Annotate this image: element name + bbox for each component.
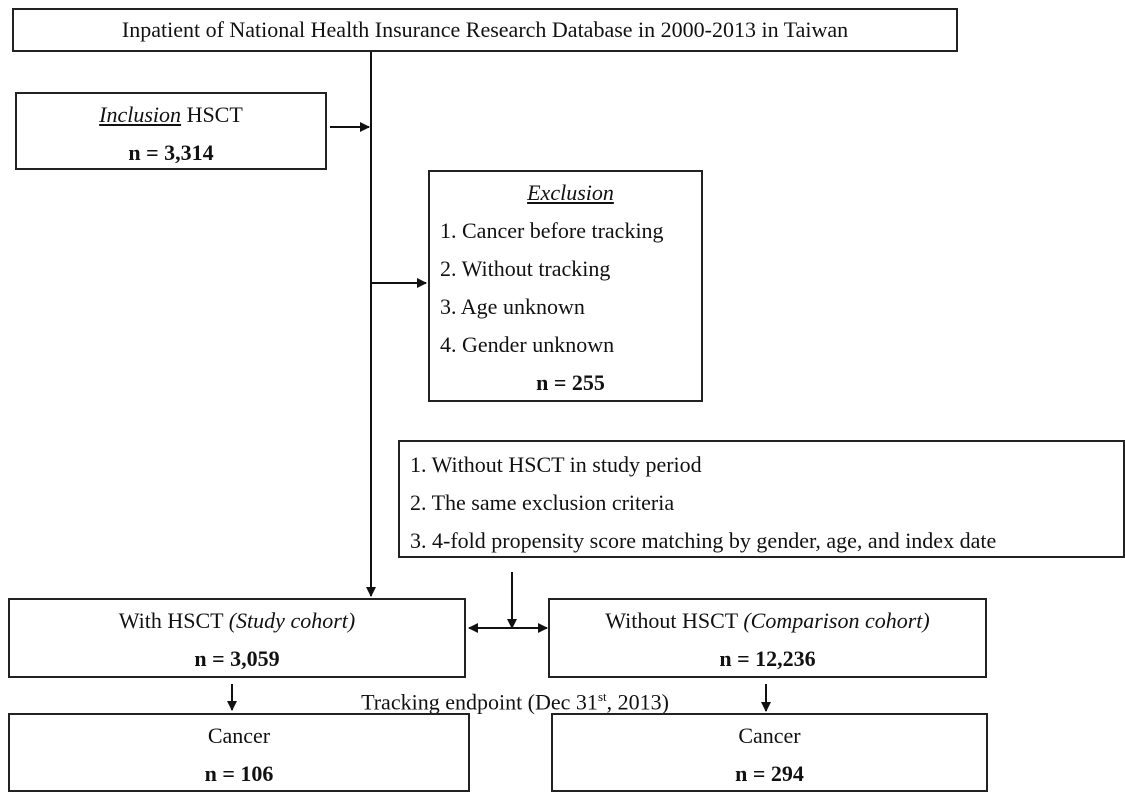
outcome-label: Cancer (738, 723, 801, 748)
exclusion-criterion: 4. Gender unknown (440, 332, 615, 357)
source-box: Inpatient of National Health Insurance R… (12, 8, 958, 52)
matching-criterion: 2. The same exclusion criteria (410, 490, 675, 515)
study-cohort-line: With HSCT (Study cohort) (10, 602, 464, 640)
study-outcome-box: Cancer n = 106 (8, 713, 470, 792)
outcome-count: n = 294 (735, 761, 804, 786)
exclusion-criterion: 3. Age unknown (440, 294, 585, 319)
comparison-cohort-qualifier: (Comparison cohort) (743, 608, 930, 633)
comparison-cohort-box: Without HSCT (Comparison cohort) n = 12,… (548, 598, 987, 678)
tracking-suffix: , 2013) (606, 689, 669, 715)
comparison-cohort-count: n = 12,236 (719, 646, 816, 671)
study-cohort-label: With HSCT (118, 608, 224, 633)
exclusion-criterion: 1. Cancer before tracking (440, 218, 664, 243)
matching-criterion: 1. Without HSCT in study period (410, 452, 702, 477)
inclusion-box: Inclusion HSCT n = 3,314 (15, 92, 327, 170)
inclusion-label: HSCT (186, 102, 243, 127)
exclusion-criterion: 2. Without tracking (440, 256, 611, 281)
study-cohort-box: With HSCT (Study cohort) n = 3,059 (8, 598, 466, 678)
study-cohort-count: n = 3,059 (194, 646, 280, 671)
source-title: Inpatient of National Health Insurance R… (121, 17, 849, 42)
tracking-superscript: st (597, 689, 607, 704)
study-cohort-qualifier: (Study cohort) (228, 608, 356, 633)
tracking-text: Tracking endpoint (Dec 31 (361, 689, 598, 715)
inclusion-line: Inclusion HSCT (17, 96, 325, 134)
exclusion-box: Exclusion 1. Cancer before tracking 2. W… (428, 170, 703, 402)
inclusion-count: n = 3,314 (128, 140, 214, 165)
tracking-endpoint: Tracking endpoint (Dec 31st, 2013) (300, 680, 730, 719)
comparison-cohort-label: Without HSCT (605, 608, 738, 633)
exclusion-heading-wrap: Exclusion (440, 174, 701, 212)
exclusion-heading: Exclusion (527, 180, 614, 205)
comparison-outcome-box: Cancer n = 294 (551, 713, 988, 792)
exclusion-count: n = 255 (536, 370, 605, 395)
inclusion-heading: Inclusion (99, 102, 182, 127)
outcome-count: n = 106 (204, 761, 274, 786)
comparison-cohort-line: Without HSCT (Comparison cohort) (550, 602, 985, 640)
matching-box: 1. Without HSCT in study period 2. The s… (398, 440, 1125, 558)
outcome-label: Cancer (207, 723, 271, 748)
matching-criterion: 3. 4-fold propensity score matching by g… (410, 528, 997, 553)
